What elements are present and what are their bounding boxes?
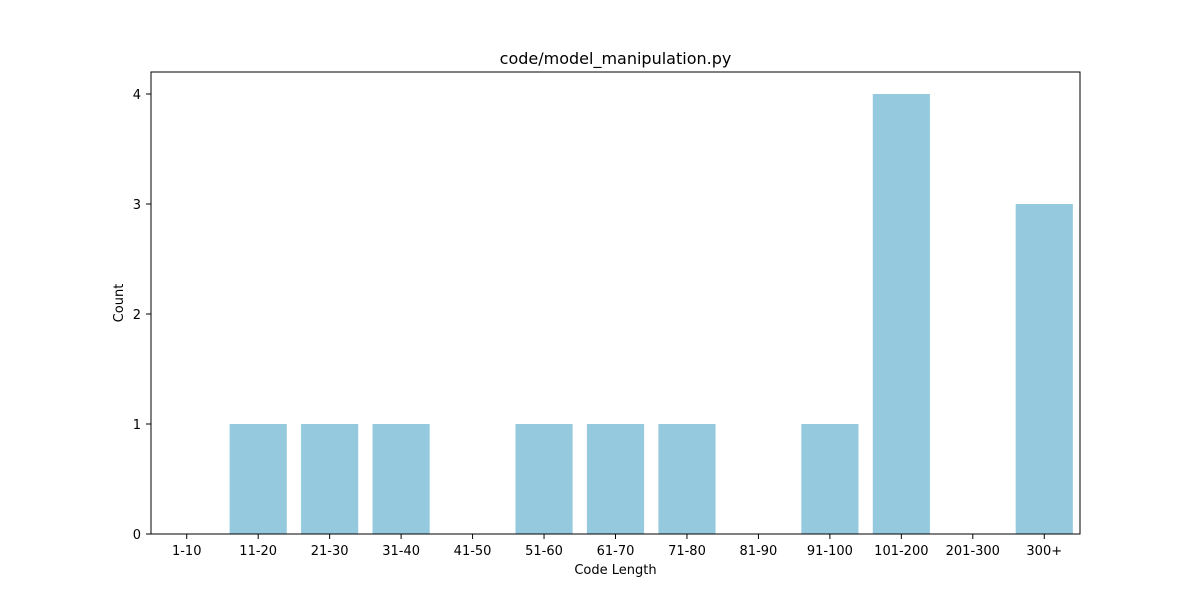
bar-61-70 (586, 424, 645, 534)
y-tick-label: 3 (133, 198, 141, 213)
y-tick-label: 0 (133, 528, 141, 543)
x-tick-label: 300+ (1026, 544, 1062, 559)
chart-title: code/model_manipulation.py (500, 49, 732, 69)
x-tick-label: 21-30 (311, 544, 349, 559)
y-axis-ticks: 0 1 2 3 4 (133, 88, 151, 543)
x-tick-label: 101-200 (874, 544, 928, 559)
x-tick-label: 91-100 (807, 544, 853, 559)
x-tick-label: 201-300 (946, 544, 1000, 559)
bar-11-20 (229, 424, 287, 534)
bar-31-40 (372, 424, 430, 534)
bar-300+ (1015, 204, 1073, 534)
x-axis-label: Code Length (574, 563, 656, 578)
plot-area-frame (150, 71, 1081, 535)
x-tick-label: 61-70 (597, 544, 635, 559)
y-tick-label: 4 (133, 88, 141, 103)
x-tick-label: 11-20 (239, 544, 277, 559)
x-tick-label: 71-80 (668, 544, 706, 559)
y-axis-label: Count (112, 284, 127, 323)
y-tick-label: 1 (133, 418, 141, 433)
bar-101-200 (872, 94, 930, 534)
x-tick-label: 51-60 (525, 544, 563, 559)
x-tick-label: 41-50 (454, 544, 492, 559)
bars-layer (229, 94, 1073, 534)
bar-51-60 (515, 424, 573, 534)
x-tick-label: 31-40 (382, 544, 420, 559)
x-tick-label: 81-90 (740, 544, 778, 559)
y-tick-label: 2 (133, 308, 141, 323)
x-axis-ticks: 1-10 11-20 21-30 31-40 41-50 51-60 61-70 71-80 8… (172, 534, 1062, 559)
bar-21-30 (301, 424, 359, 534)
bar-91-100 (801, 424, 859, 534)
bar-71-80 (658, 424, 716, 534)
x-tick-label: 1-10 (172, 544, 202, 559)
